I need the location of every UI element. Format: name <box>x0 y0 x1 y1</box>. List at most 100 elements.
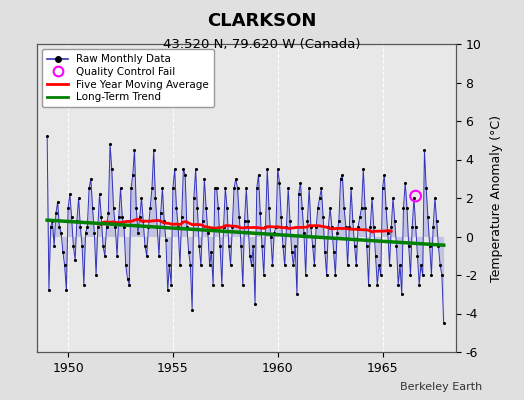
Point <box>432 218 441 224</box>
Point <box>406 272 414 278</box>
Point <box>101 252 109 259</box>
Point <box>111 224 119 230</box>
Point <box>169 185 177 192</box>
Point <box>163 287 172 294</box>
Point <box>107 166 116 172</box>
Point <box>294 191 303 197</box>
Point <box>123 276 132 282</box>
Point <box>364 282 373 288</box>
Point <box>68 214 76 220</box>
Point <box>167 282 176 288</box>
Point <box>47 224 55 230</box>
Point <box>366 224 375 230</box>
Point <box>319 214 328 220</box>
Point <box>431 195 439 201</box>
Point <box>209 282 217 288</box>
Point <box>399 204 408 211</box>
Point <box>83 224 92 230</box>
Point <box>265 204 273 211</box>
Point <box>89 204 97 211</box>
Point <box>125 282 134 288</box>
Point <box>157 210 165 217</box>
Point <box>422 185 430 192</box>
Point <box>315 195 324 201</box>
Point <box>312 224 320 230</box>
Point <box>174 224 182 230</box>
Point <box>291 243 299 249</box>
Point <box>45 287 53 294</box>
Point <box>207 249 215 255</box>
Point <box>92 272 100 278</box>
Point <box>377 272 385 278</box>
Point <box>247 262 256 268</box>
Point <box>282 224 291 230</box>
Point <box>151 195 160 201</box>
Point <box>104 210 113 217</box>
Point <box>403 204 411 211</box>
Point <box>253 185 261 192</box>
Point <box>309 243 317 249</box>
Point <box>438 272 446 278</box>
Point <box>417 262 425 268</box>
Point <box>195 243 203 249</box>
Point <box>326 204 334 211</box>
Point <box>396 262 404 268</box>
Point <box>216 243 224 249</box>
Point <box>128 172 137 178</box>
Point <box>149 147 158 153</box>
Point <box>196 262 205 268</box>
Point <box>249 243 257 249</box>
Text: CLARKSON: CLARKSON <box>208 12 316 30</box>
Point <box>202 204 210 211</box>
Point <box>419 272 427 278</box>
Point <box>74 195 83 201</box>
Point <box>184 249 193 255</box>
Point <box>94 224 102 230</box>
Point <box>162 237 170 244</box>
Point <box>66 191 74 197</box>
Point <box>199 218 207 224</box>
Point <box>155 252 163 259</box>
Point <box>261 224 270 230</box>
Point <box>352 262 361 268</box>
Point <box>256 210 265 217</box>
Point <box>263 166 271 172</box>
Point <box>223 204 231 211</box>
Point <box>43 133 51 140</box>
Point <box>413 252 422 259</box>
Point <box>55 224 63 230</box>
Point <box>127 185 135 192</box>
Point <box>351 243 359 249</box>
Y-axis label: Temperature Anomaly (°C): Temperature Anomaly (°C) <box>490 114 503 282</box>
Point <box>237 243 245 249</box>
Point <box>338 172 346 178</box>
Point <box>259 272 268 278</box>
Point <box>238 282 247 288</box>
Point <box>170 166 179 172</box>
Point <box>141 243 149 249</box>
Point <box>176 262 184 268</box>
Point <box>317 185 325 192</box>
Point <box>296 179 304 186</box>
Point <box>71 256 79 263</box>
Point <box>284 185 292 192</box>
Point <box>387 224 396 230</box>
Point <box>113 252 121 259</box>
Text: 43.520 N, 79.620 W (Canada): 43.520 N, 79.620 W (Canada) <box>163 38 361 51</box>
Point <box>102 224 111 230</box>
Point <box>228 224 236 230</box>
Point <box>307 224 315 230</box>
Point <box>137 195 146 201</box>
Point <box>204 230 212 236</box>
Point <box>378 185 387 192</box>
Point <box>190 195 198 201</box>
Point <box>139 218 147 224</box>
Point <box>225 243 233 249</box>
Point <box>330 249 338 255</box>
Point <box>191 166 200 172</box>
Point <box>300 230 308 236</box>
Point <box>178 214 186 220</box>
Point <box>361 204 369 211</box>
Point <box>188 306 196 313</box>
Point <box>335 218 343 224</box>
